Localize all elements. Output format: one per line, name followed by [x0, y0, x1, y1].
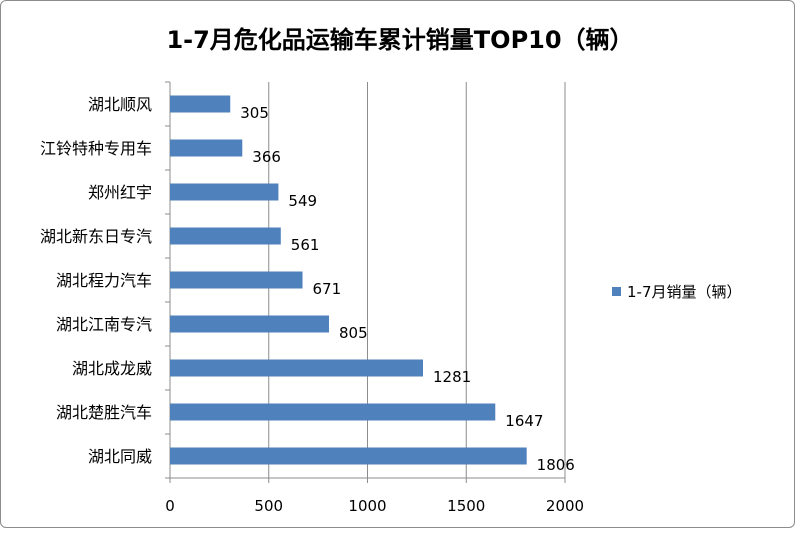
x-tick-label: 1500: [447, 497, 485, 515]
x-tick-label: 0: [165, 497, 175, 515]
x-tick-label: 2000: [546, 497, 584, 515]
bar-3: [170, 227, 281, 245]
chart-title: 1-7月危化品运输车累计销量TOP10（辆）: [166, 26, 634, 54]
data-label: 805: [339, 324, 368, 342]
bar-4: [170, 271, 303, 289]
bar-6: [170, 359, 423, 377]
legend-label: 1-7月销量（辆）: [627, 283, 742, 301]
bar-8: [170, 447, 527, 465]
data-label: 1806: [537, 456, 575, 474]
bar-0: [170, 95, 231, 113]
data-label: 561: [291, 236, 320, 254]
bar-1: [170, 139, 243, 157]
category-label: 湖北顺风: [88, 95, 152, 114]
category-label: 湖北同威: [88, 447, 152, 466]
x-tick-label: 500: [254, 497, 283, 515]
category-label: 江铃特种专用车: [40, 139, 152, 158]
bars: [170, 95, 527, 465]
category-label: 湖北新东日专汽: [40, 227, 152, 246]
data-label: 549: [288, 192, 317, 210]
legend-swatch: [612, 287, 621, 296]
data-label: 366: [252, 148, 281, 166]
x-tick-label: 1000: [348, 497, 386, 515]
category-label: 湖北程力汽车: [56, 271, 152, 290]
legend: 1-7月销量（辆）: [612, 281, 742, 302]
bar-7: [170, 403, 496, 421]
data-label: 1647: [505, 412, 543, 430]
category-label: 郑州红宇: [88, 183, 152, 202]
category-label: 湖北楚胜汽车: [56, 403, 152, 422]
bar-2: [170, 183, 279, 201]
category-label: 湖北江南专汽: [56, 315, 152, 334]
labels: 0 500 1000 1500 2000 湖北顺风 305 江铃特种专用车 366 郑州红宇 549…: [40, 95, 584, 515]
data-label: 305: [240, 104, 269, 122]
data-label: 671: [313, 280, 342, 298]
bar-5: [170, 315, 329, 333]
category-label: 湖北成龙威: [72, 359, 152, 378]
data-label: 1281: [433, 368, 471, 386]
